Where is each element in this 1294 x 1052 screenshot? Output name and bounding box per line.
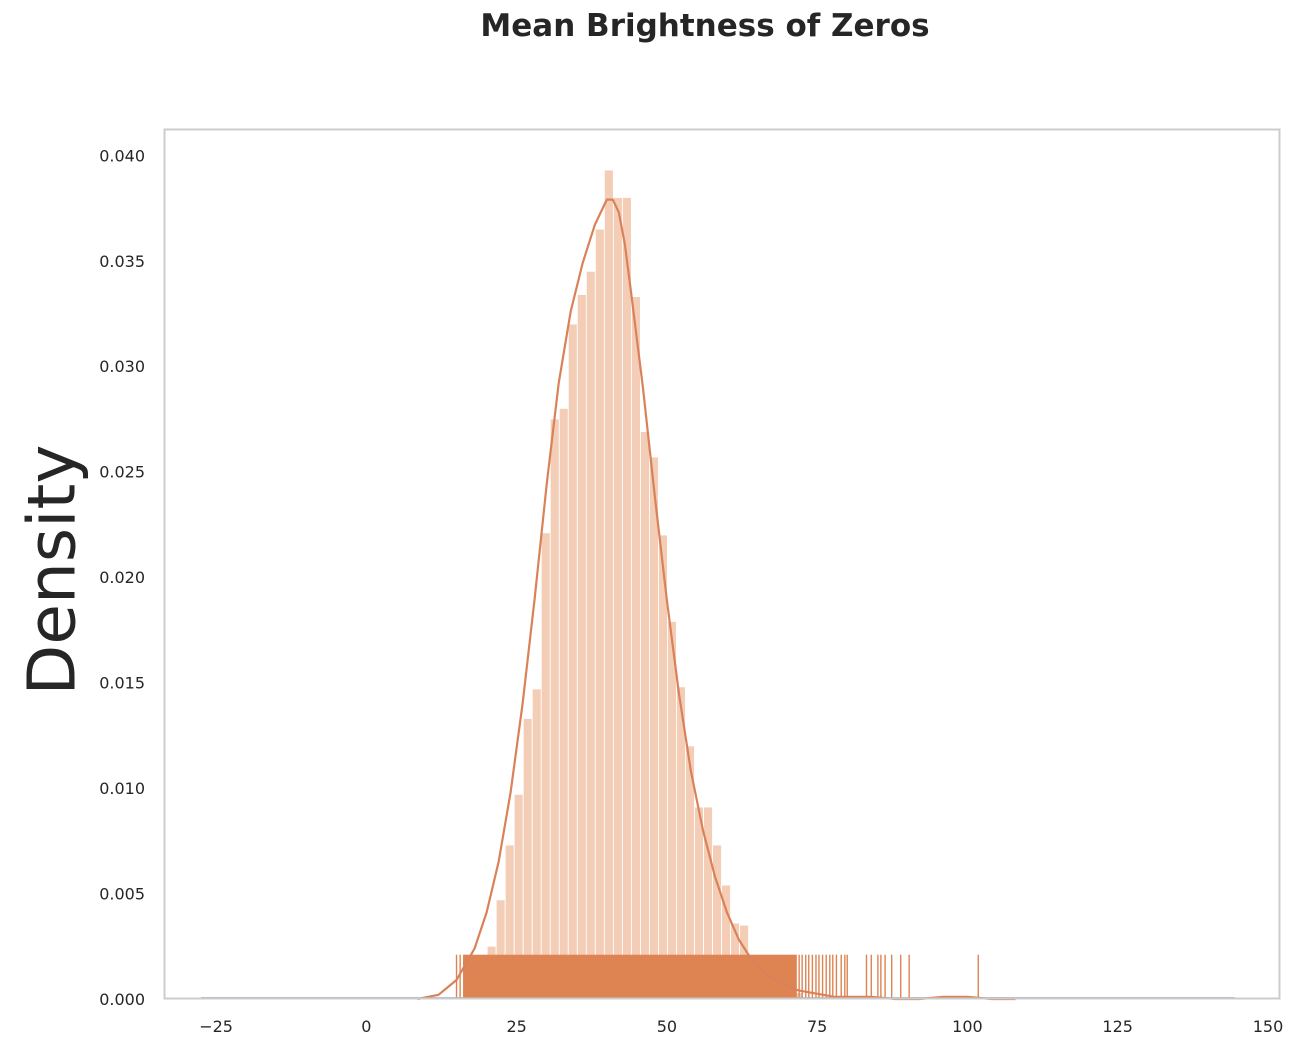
- chart-title: Mean Brightness of Zeros: [480, 8, 930, 44]
- y-tick-label: 0.020: [99, 568, 145, 587]
- x-tick-label: −25: [199, 1017, 233, 1036]
- x-tick-label: 150: [1253, 1017, 1284, 1036]
- x-tick-label: 125: [1102, 1017, 1133, 1036]
- histogram-bar-17: [631, 296, 641, 1000]
- histogram-bar-14: [603, 169, 614, 1000]
- plot-frame: [163, 128, 1281, 1000]
- histogram-bar-10: [567, 323, 578, 1000]
- histogram-bar-15: [613, 197, 623, 1000]
- y-tick-label: 0.025: [99, 463, 145, 482]
- histogram-bar-18: [640, 431, 650, 1000]
- histogram-bar-13: [594, 228, 605, 1000]
- x-tick-label: 100: [952, 1017, 983, 1036]
- y-tick-label: 0.015: [99, 674, 145, 693]
- kde-layer: [417, 198, 1016, 1001]
- histogram-bar-20: [658, 534, 668, 1000]
- rug-dense-band: [463, 954, 797, 999]
- x-axis-ticks: −25 0 25 50 75 100 125 150: [199, 1017, 1283, 1036]
- histogram-bar-6: [531, 688, 542, 1000]
- x-tick-label: 75: [807, 1017, 827, 1036]
- y-tick-label: 0.005: [99, 885, 145, 904]
- x-tick-label: 25: [506, 1017, 526, 1036]
- y-tick-label: 0.030: [99, 357, 145, 376]
- kde-curve: [417, 198, 1016, 1001]
- x-tick-label: 50: [657, 1017, 677, 1036]
- y-tick-label: 0.010: [99, 779, 145, 798]
- histogram-bars: [477, 169, 804, 1000]
- y-tick-label: 0.000: [99, 990, 145, 1009]
- y-axis-ticks: 0.000 0.005 0.010 0.015 0.020 0.025 0.030 0.035…: [99, 146, 145, 1009]
- histogram-bar-7: [540, 532, 551, 1000]
- histogram-bar-9: [558, 408, 569, 1000]
- histogram-bar-12: [585, 270, 596, 1000]
- histogram-bar-16: [622, 197, 632, 1000]
- rug-marks: [455, 954, 979, 999]
- x-tick-label: 0: [361, 1017, 371, 1036]
- y-tick-label: 0.040: [99, 146, 145, 165]
- histogram-bar-19: [649, 456, 659, 1000]
- histogram-bar-21: [667, 621, 677, 1000]
- y-tick-label: 0.035: [99, 252, 145, 271]
- histogram-bar-11: [576, 294, 587, 1000]
- histogram-bar-8: [549, 418, 560, 1000]
